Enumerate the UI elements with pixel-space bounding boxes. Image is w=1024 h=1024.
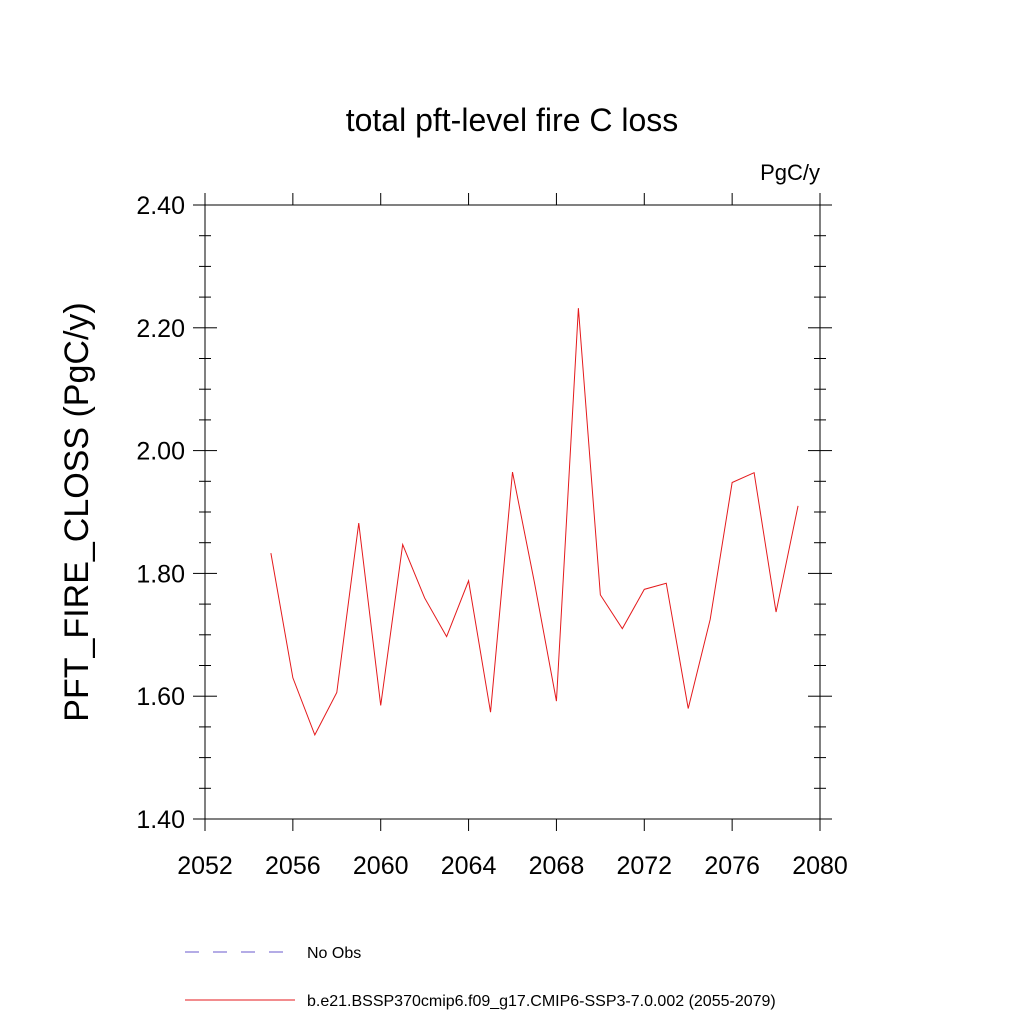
y-tick-labels: 1.40 1.60 1.80 2.00 2.20 2.40 [136, 192, 185, 834]
x-tick-label: 2052 [177, 852, 233, 880]
series-line-0 [270, 308, 799, 737]
x-tick-label: 2076 [704, 852, 760, 880]
x-tick-label: 2056 [265, 852, 321, 880]
legend-label-model-run: b.e21.BSSP370cmip6.f09_g17.CMIP6-SSP3-7.… [307, 993, 776, 1010]
axis-ticks [193, 193, 832, 831]
x-tick-label: 2072 [616, 852, 672, 880]
data-series [270, 308, 799, 737]
y-tick-label: 2.00 [136, 438, 185, 466]
x-tick-labels: 2052 2056 2060 2064 2068 2072 2076 2080 [177, 852, 848, 880]
y-tick-label: 2.40 [136, 192, 185, 220]
chart-title: total pft-level fire C loss [346, 102, 679, 138]
y-axis-label: PFT_FIRE_CLOSS (PgC/y) [58, 302, 96, 721]
x-tick-label: 2080 [792, 852, 848, 880]
units-label: PgC/y [760, 160, 820, 185]
legend-label-no-obs: No Obs [307, 945, 361, 962]
x-tick-label: 2064 [441, 852, 497, 880]
y-tick-label: 1.40 [136, 806, 185, 834]
legend: No Obs b.e21.BSSP370cmip6.f09_g17.CMIP6-… [185, 945, 776, 1010]
x-tick-label: 2068 [529, 852, 585, 880]
y-tick-label: 2.20 [136, 315, 185, 343]
y-tick-label: 1.60 [136, 683, 185, 711]
y-tick-label: 1.80 [136, 560, 185, 588]
x-tick-label: 2060 [353, 852, 409, 880]
